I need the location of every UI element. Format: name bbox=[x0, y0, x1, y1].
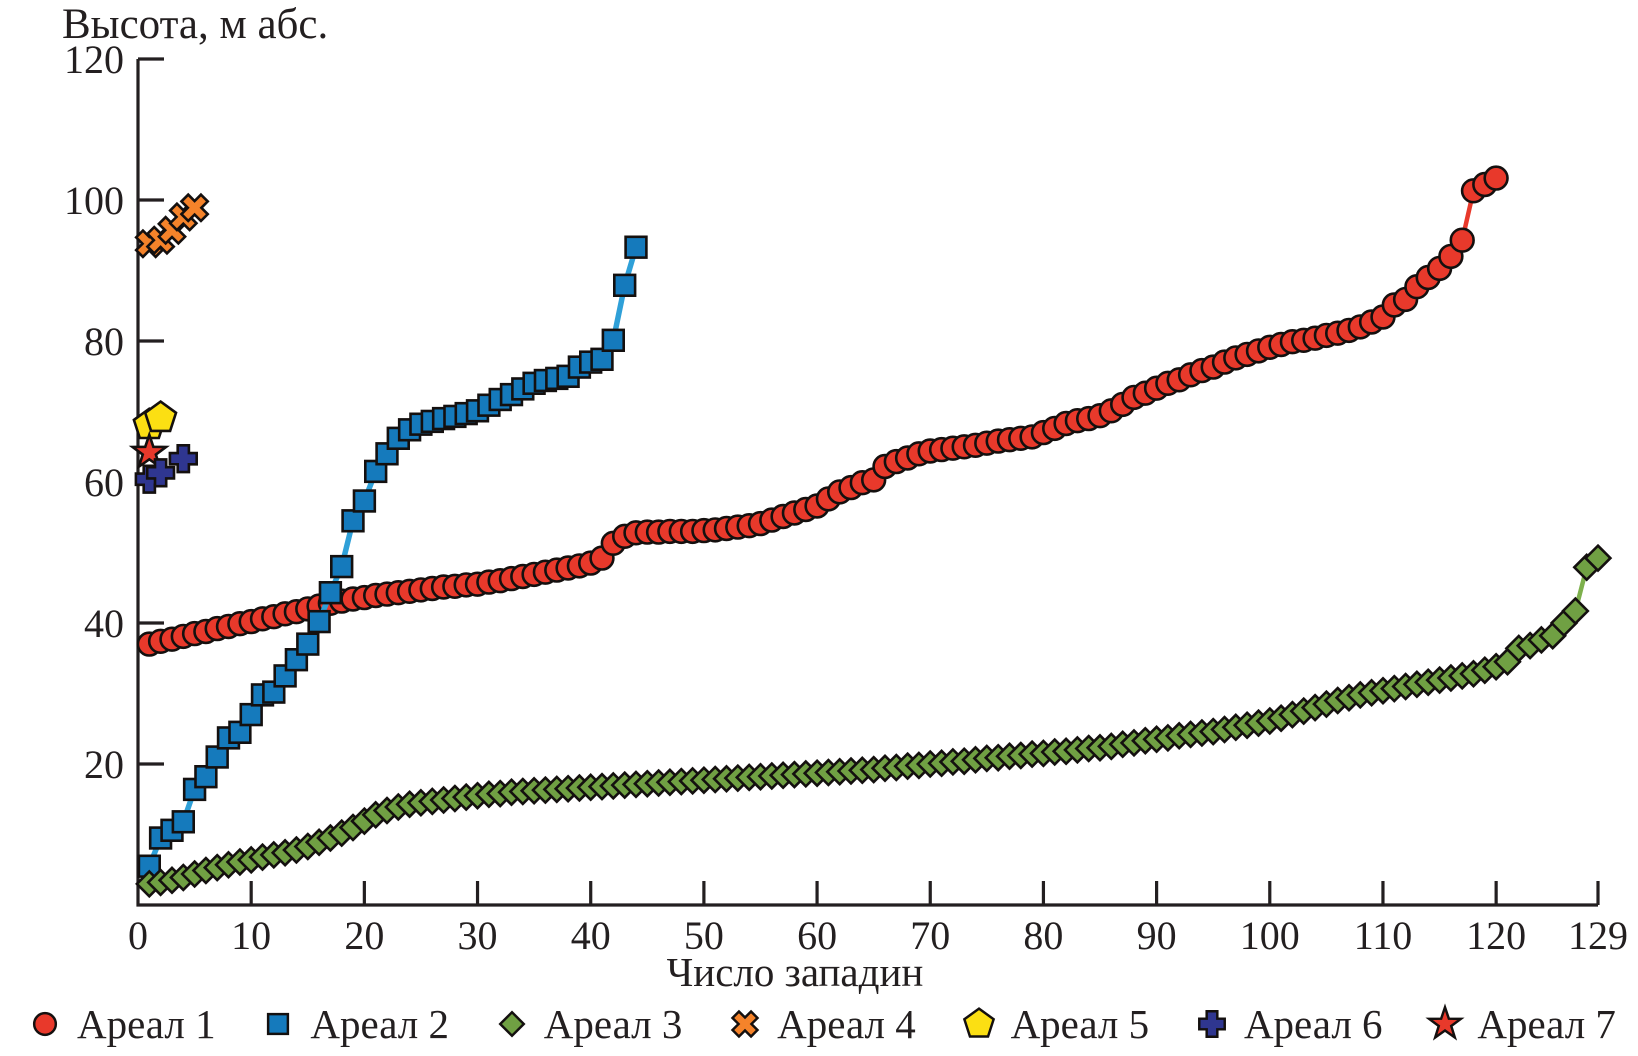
series-areal-6-point bbox=[145, 458, 176, 488]
series-areal-2-point bbox=[352, 489, 377, 513]
legend-item-areal-7: Ареал 7 bbox=[1422, 1000, 1616, 1048]
series-areal-2-point bbox=[624, 235, 648, 259]
legend-item-areal-1: Ареал 1 bbox=[22, 1000, 216, 1048]
y-tick-label-60: 60 bbox=[84, 460, 124, 505]
series-areal-2-point bbox=[590, 347, 614, 371]
series-areal-2 bbox=[137, 235, 648, 878]
diamond-glyph bbox=[498, 1010, 526, 1038]
x-tick-label-70: 70 bbox=[910, 913, 950, 958]
star-glyph bbox=[1425, 1003, 1465, 1041]
series-areal-2-point bbox=[296, 632, 320, 656]
series-areal-2-point bbox=[194, 765, 218, 789]
x-tick-label-100: 100 bbox=[1240, 913, 1300, 958]
x-tick-label-110: 110 bbox=[1354, 913, 1413, 958]
diamond-icon bbox=[498, 1010, 526, 1038]
series-areal-7-point bbox=[128, 430, 170, 470]
series-areal-2-point bbox=[239, 702, 263, 727]
y-tick-label-120: 120 bbox=[64, 37, 124, 82]
pentagon-icon bbox=[962, 1007, 995, 1038]
series-areal-2-point bbox=[318, 581, 343, 605]
legend-label: Ареал 5 bbox=[1010, 1001, 1150, 1047]
series-areal-2-point bbox=[205, 745, 229, 769]
square-glyph bbox=[267, 1012, 290, 1036]
x-tick-label-120: 120 bbox=[1466, 913, 1526, 958]
x-tick-label-30: 30 bbox=[458, 913, 498, 958]
y-tick-label-80: 80 bbox=[84, 319, 124, 364]
plus-icon bbox=[1197, 1010, 1226, 1038]
x-tick-label-10: 10 bbox=[231, 913, 271, 958]
x-tick-label-60: 60 bbox=[797, 913, 837, 958]
legend-label: Ареал 3 bbox=[543, 1001, 683, 1047]
x-axis-label: Число западин bbox=[666, 949, 924, 995]
series-areal-2-point bbox=[307, 609, 331, 634]
legend-item-areal-6: Ареал 6 bbox=[1189, 1000, 1383, 1048]
y-tick-label-100: 100 bbox=[64, 178, 124, 223]
x-tick-label-0: 0 bbox=[128, 913, 148, 958]
x-tick-label-129: 129 bbox=[1568, 913, 1628, 958]
series-areal-2-point bbox=[330, 554, 354, 579]
series-areal-3 bbox=[135, 543, 1613, 899]
circle-glyph bbox=[32, 1011, 58, 1037]
legend-item-areal-5: Ареал 5 bbox=[956, 1000, 1150, 1048]
series-areal-2-point bbox=[171, 810, 196, 834]
square-icon bbox=[267, 1012, 290, 1036]
x-tick-label-20: 20 bbox=[344, 913, 384, 958]
series-areal-5-point bbox=[143, 399, 178, 433]
xmark-glyph bbox=[730, 1009, 760, 1039]
legend-item-areal-4: Ареал 4 bbox=[722, 1000, 916, 1048]
series-areal-4-point bbox=[179, 192, 210, 223]
series-areal-7 bbox=[128, 430, 170, 470]
series-areal-1 bbox=[136, 165, 1509, 657]
y-axis-title: Высота, м абс. bbox=[62, 1, 329, 48]
series-areal-6-point bbox=[168, 444, 199, 474]
legend-label: Ареал 2 bbox=[310, 1001, 449, 1047]
x-tick-label-90: 90 bbox=[1137, 913, 1177, 958]
xmark-icon bbox=[730, 1009, 760, 1039]
series-areal-3-point bbox=[1583, 543, 1613, 573]
star-icon bbox=[1425, 1003, 1465, 1041]
legend-label: Ареал 6 bbox=[1243, 1001, 1383, 1047]
series-areal-3-point bbox=[1561, 596, 1590, 626]
y-tick-label-40: 40 bbox=[84, 601, 124, 646]
series-areal-2-point bbox=[601, 328, 625, 352]
series-areal-6 bbox=[134, 444, 199, 494]
legend-item-areal-2: Ареал 2 bbox=[255, 1000, 449, 1048]
legend-label: Ареал 1 bbox=[77, 1001, 216, 1047]
series-areal-5 bbox=[132, 399, 178, 440]
x-tick-label-50: 50 bbox=[684, 913, 724, 958]
series-areal-2-point bbox=[341, 509, 365, 533]
plus-glyph bbox=[1197, 1010, 1226, 1038]
series-areal-1-point bbox=[1483, 165, 1509, 191]
series-areal-4 bbox=[134, 192, 210, 259]
pentagon-glyph bbox=[962, 1007, 995, 1038]
circle-icon bbox=[32, 1011, 58, 1037]
legend-label: Ареал 7 bbox=[1477, 1001, 1616, 1047]
legend: Ареал 1 Ареал 2 Ареал 3 Ареал 4 Ареал 5 Ареал… bbox=[22, 996, 1616, 1052]
legend-item-areal-3: Ареал 3 bbox=[489, 1000, 683, 1048]
x-tick-label-40: 40 bbox=[571, 913, 611, 958]
series-areal-1-point bbox=[1449, 227, 1475, 253]
x-tick-label-80: 80 bbox=[1023, 913, 1063, 958]
legend-label: Ареал 4 bbox=[777, 1001, 916, 1047]
series-areal-2-point bbox=[613, 273, 637, 297]
y-tick-label-20: 20 bbox=[84, 742, 124, 787]
